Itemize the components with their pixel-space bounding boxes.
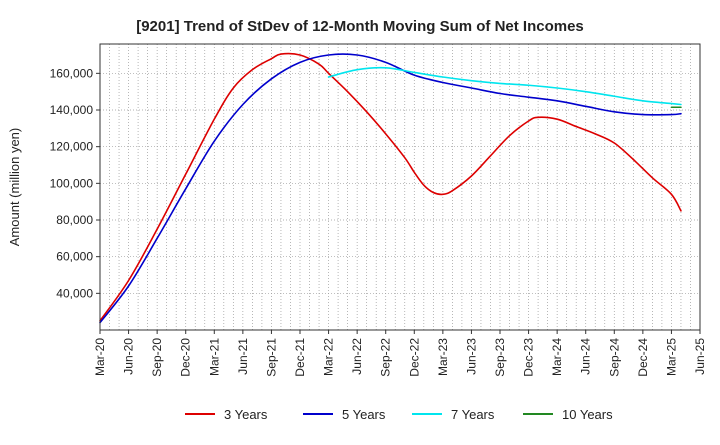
series-line-3-years <box>99 52 682 322</box>
grid-lines <box>100 44 700 330</box>
x-tick-label: Jun-22 <box>350 338 364 375</box>
x-tick-label: Jun-25 <box>693 338 707 375</box>
legend-label-3-years: 3 Years <box>224 407 268 422</box>
x-tick-label: Jun-21 <box>236 338 250 375</box>
y-tick-label: 40,000 <box>56 286 93 300</box>
x-tick-label: Mar-24 <box>550 338 564 376</box>
x-tick-label: Dec-23 <box>522 338 536 377</box>
plot-area <box>100 44 700 330</box>
x-tick-label: Jun-20 <box>122 338 136 375</box>
y-tick-label: 80,000 <box>56 213 93 227</box>
legend: 3 Years 5 Years 7 Years 10 Years <box>185 407 613 422</box>
x-tick-label: Mar-25 <box>664 338 678 376</box>
legend-label-5-years: 5 Years <box>342 407 386 422</box>
legend-label-7-years: 7 Years <box>451 407 495 422</box>
x-tick-label: Jun-23 <box>464 338 478 375</box>
x-tick-label: Mar-23 <box>436 338 450 376</box>
y-tick-label: 100,000 <box>50 176 94 190</box>
series-line-7-years <box>327 66 682 106</box>
x-tick-label: Mar-21 <box>207 338 221 376</box>
x-tick-label: Sep-20 <box>150 338 164 377</box>
y-axis-label: Amount (million yen) <box>7 128 22 247</box>
y-tick-label: 160,000 <box>50 66 94 80</box>
y-tick-label: 140,000 <box>50 103 94 117</box>
x-tick-label: Dec-20 <box>179 338 193 377</box>
x-tick-label: Sep-21 <box>264 338 278 377</box>
x-tick-label: Dec-22 <box>407 338 421 377</box>
x-tick-label: Dec-21 <box>293 338 307 377</box>
x-axis-ticks: Mar-20 Jun-20 Sep-20 Dec-20 Mar-21 Jun-21 Sep-… <box>93 330 707 377</box>
plot-border <box>99 43 701 331</box>
series-line-5-years <box>99 53 682 324</box>
chart-title: [9201] Trend of StDev of 12-Month Moving… <box>136 18 584 35</box>
series-lines <box>99 52 682 324</box>
x-tick-label: Mar-22 <box>322 338 336 376</box>
legend-label-10-years: 10 Years <box>562 407 613 422</box>
y-tick-label: 120,000 <box>50 140 94 154</box>
x-tick-label: Jun-24 <box>579 338 593 375</box>
x-tick-label: Mar-20 <box>93 338 107 376</box>
y-tick-label: 60,000 <box>56 250 93 264</box>
x-tick-label: Sep-23 <box>493 338 507 377</box>
y-axis-ticks: 40,000 60,000 80,000 100,000 120,000 140,000 1… <box>50 66 100 300</box>
x-tick-label: Dec-24 <box>636 338 650 377</box>
x-tick-label: Sep-24 <box>607 338 621 377</box>
x-tick-label: Sep-22 <box>379 338 393 377</box>
